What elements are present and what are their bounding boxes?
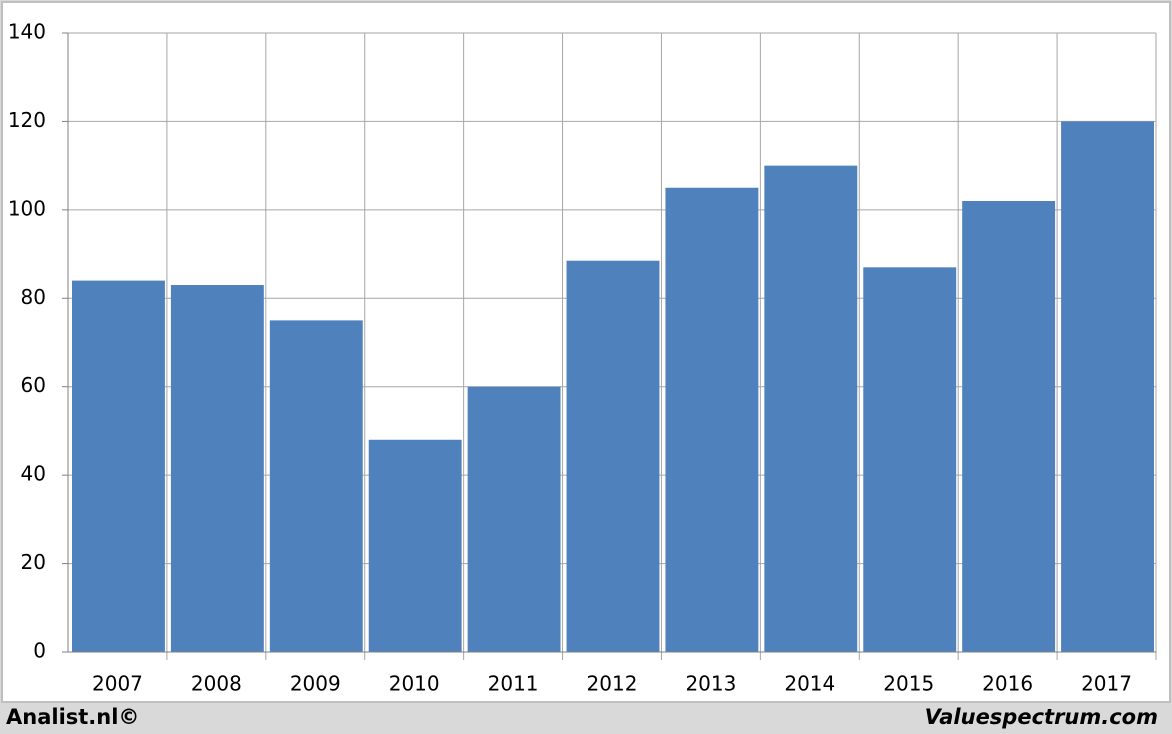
x-tick-label: 2014 — [784, 672, 835, 696]
credit-right: Valuespectrum.com — [925, 705, 1158, 729]
y-tick-label: 60 — [21, 373, 46, 397]
bar — [368, 439, 462, 652]
bar — [467, 386, 561, 652]
x-tick-label: 2010 — [389, 672, 440, 696]
bar — [962, 201, 1056, 652]
x-tick-label: 2016 — [982, 672, 1033, 696]
x-tick-label: 2008 — [191, 672, 242, 696]
y-tick-label: 120 — [8, 108, 46, 132]
bar — [170, 285, 264, 652]
x-tick-label: 2011 — [488, 672, 539, 696]
y-tick-label: 140 — [8, 20, 46, 44]
x-tick-label: 2015 — [883, 672, 934, 696]
bar — [566, 260, 660, 652]
bar — [1061, 121, 1154, 652]
x-tick-label: 2017 — [1081, 672, 1132, 696]
x-tick-label: 2007 — [92, 672, 143, 696]
bar — [72, 280, 165, 652]
bar — [764, 165, 858, 652]
y-tick-label: 80 — [21, 285, 46, 309]
x-tick-label: 2009 — [290, 672, 341, 696]
y-tick-label: 100 — [8, 196, 46, 220]
bar — [863, 267, 957, 652]
bar — [665, 187, 759, 652]
x-tick-label: 2013 — [685, 672, 736, 696]
bar — [269, 320, 363, 652]
y-tick-label: 40 — [21, 462, 46, 486]
x-tick-label: 2012 — [587, 672, 638, 696]
y-tick-label: 20 — [21, 550, 46, 574]
credit-left: Analist.nl© — [6, 705, 139, 729]
y-tick-label: 0 — [33, 639, 46, 663]
